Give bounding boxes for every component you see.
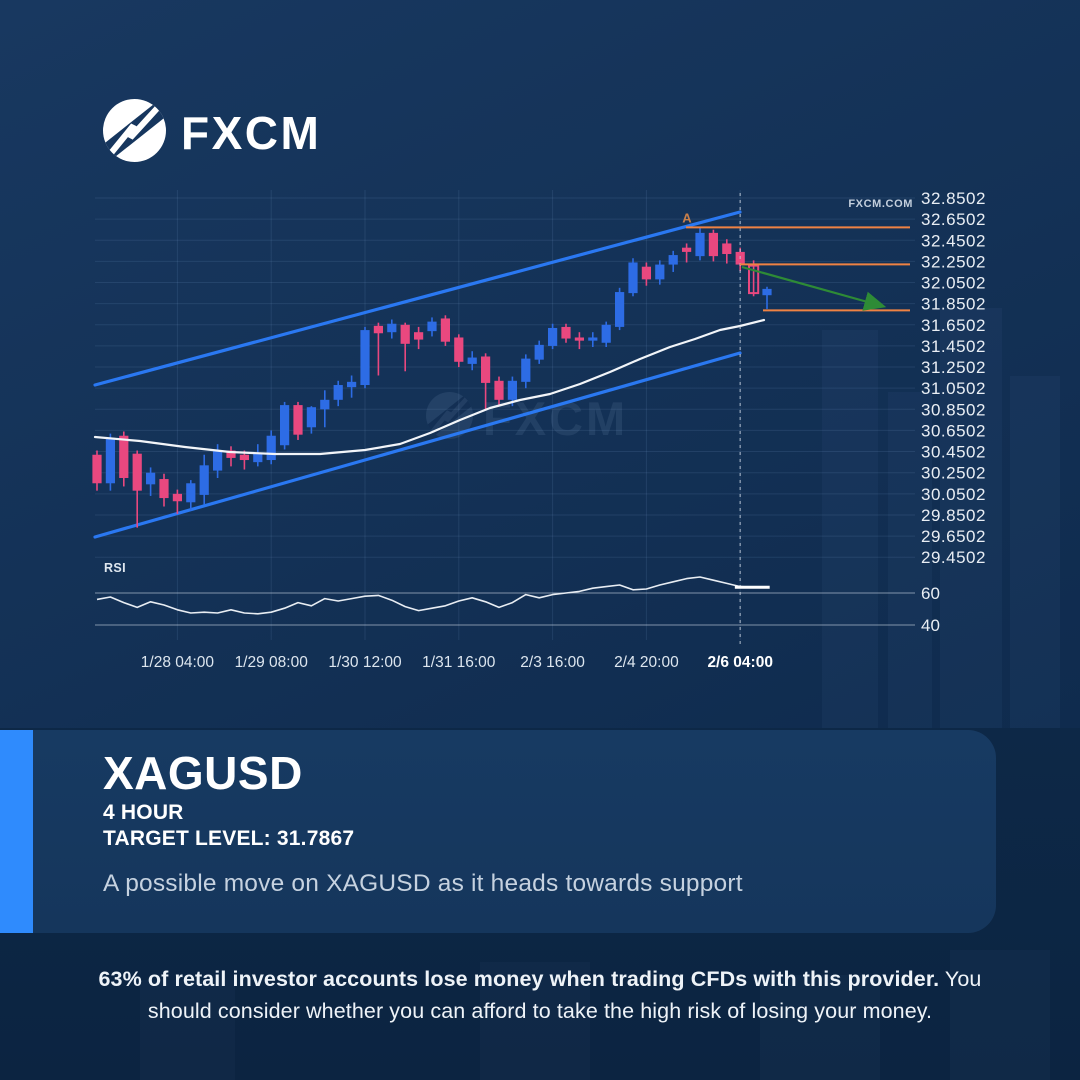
risk-disclaimer-bold: 63% of retail investor accounts lose mon… xyxy=(98,967,940,991)
fxcm-bolt-icon xyxy=(103,99,166,167)
svg-text:2/6 04:00: 2/6 04:00 xyxy=(707,654,773,671)
rsi-indicator-label: RSI xyxy=(104,561,127,575)
fxcm-site-label: FXCM.COM xyxy=(848,198,913,210)
svg-text:1/28 04:00: 1/28 04:00 xyxy=(141,654,215,671)
fxcm-wordmark: FXCM xyxy=(181,107,322,159)
card-accent-bar xyxy=(0,730,33,933)
svg-text:2/3 16:00: 2/3 16:00 xyxy=(520,654,585,671)
symbol-title: XAGUSD xyxy=(103,747,303,799)
svg-text:31.8502: 31.8502 xyxy=(921,295,986,314)
svg-text:29.4502: 29.4502 xyxy=(921,548,986,567)
target-level-label: TARGET LEVEL: 31.7867 xyxy=(103,826,355,850)
svg-text:31.0502: 31.0502 xyxy=(921,379,986,398)
svg-text:2/4 20:00: 2/4 20:00 xyxy=(614,654,679,671)
svg-text:29.8502: 29.8502 xyxy=(921,506,986,525)
svg-text:1/30 12:00: 1/30 12:00 xyxy=(328,654,402,671)
timeframe-label: 4 HOUR xyxy=(103,801,184,825)
chart-background xyxy=(0,0,1080,728)
svg-text:31.4502: 31.4502 xyxy=(921,337,986,356)
svg-text:31.6502: 31.6502 xyxy=(921,316,986,335)
svg-text:32.8502: 32.8502 xyxy=(921,189,986,208)
svg-text:31.2502: 31.2502 xyxy=(921,358,986,377)
trade-idea-card: XAGUSD 4 HOUR TARGET LEVEL: 31.7867 A po… xyxy=(33,730,996,933)
idea-description: A possible move on XAGUSD as it heads to… xyxy=(103,870,743,898)
svg-text:1/29 08:00: 1/29 08:00 xyxy=(235,654,309,671)
svg-text:30.0502: 30.0502 xyxy=(921,485,986,504)
svg-text:32.2502: 32.2502 xyxy=(921,252,986,271)
svg-text:40: 40 xyxy=(921,616,940,635)
svg-text:32.6502: 32.6502 xyxy=(921,210,986,229)
risk-disclaimer: 63% of retail investor accounts lose mon… xyxy=(75,963,1005,1028)
svg-text:1/31 16:00: 1/31 16:00 xyxy=(422,654,496,671)
fxcm-bolt-watermark-icon xyxy=(426,392,473,444)
svg-text:A: A xyxy=(682,210,692,225)
svg-text:30.2502: 30.2502 xyxy=(921,464,986,483)
svg-text:60: 60 xyxy=(921,584,940,603)
svg-text:29.6502: 29.6502 xyxy=(921,527,986,546)
svg-text:30.4502: 30.4502 xyxy=(921,443,986,462)
svg-text:32.4502: 32.4502 xyxy=(921,231,986,250)
risk-disclaimer-regular: You should consider whether you can affo… xyxy=(147,967,982,1024)
svg-text:30.8502: 30.8502 xyxy=(921,400,986,419)
svg-text:30.6502: 30.6502 xyxy=(921,421,986,440)
fxcm-logo: FXCM xyxy=(103,99,321,167)
svg-text:32.0502: 32.0502 xyxy=(921,274,986,293)
